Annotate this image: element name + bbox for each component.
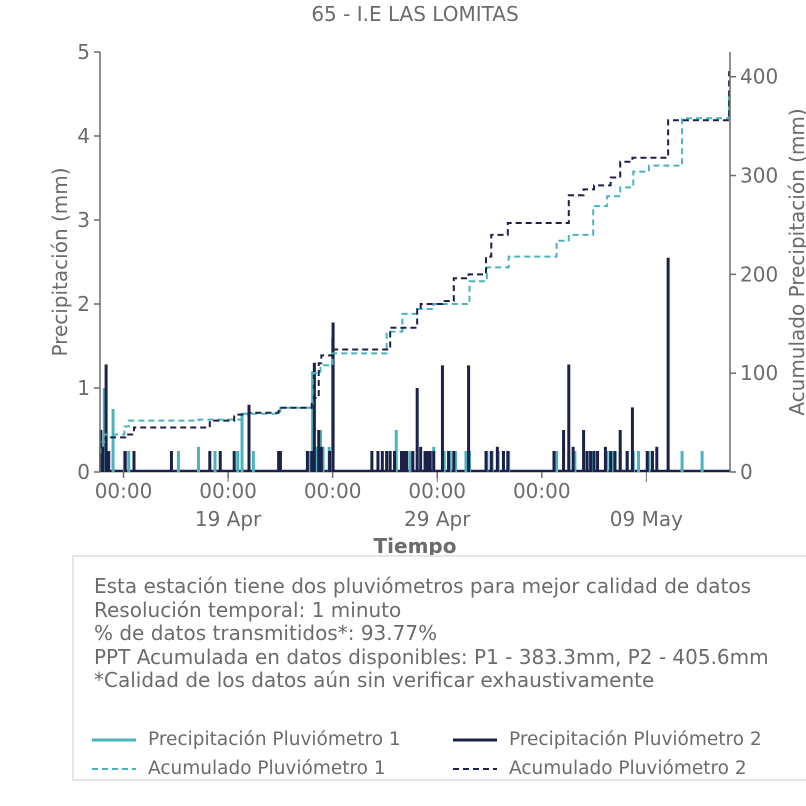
legend-swatch-acc2: [453, 767, 497, 770]
x-tick-label-2: 00:00: [304, 479, 362, 503]
y2-tick-label-4: 400: [740, 65, 778, 89]
y-tick-label-3: 3: [77, 208, 90, 232]
legend-swatch-p2: [453, 738, 497, 741]
precipitation-chart: 65 - I.E LAS LOMITAS 0 1 2 3 4 5 0 100 200 300 400…: [48, 2, 806, 558]
x-minor-tick-label-2: 09 May: [610, 507, 683, 531]
info-line-accumulated: PPT Acumulada en datos disponibles: P1 -…: [94, 644, 769, 669]
info-box: Esta estación tiene dos pluviómetros par…: [72, 555, 806, 781]
x-axis-label: Tiempo: [374, 534, 457, 558]
y2-tick-label-0: 0: [740, 460, 753, 484]
plot-area: [98, 71, 731, 473]
chart-title: 65 - I.E LAS LOMITAS: [311, 2, 518, 26]
cumulative-line-2: [99, 71, 731, 449]
y2-axis-label: Acumulado Precipitación (mm): [785, 108, 806, 415]
x-tick-label-3: 00:00: [408, 479, 466, 503]
y-tick-label-0: 0: [77, 460, 90, 484]
legend-item-p1: Precipitación Pluviómetro 1: [92, 729, 401, 750]
y-tick-label-5: 5: [77, 40, 90, 64]
y2-tick-label-3: 300: [740, 164, 778, 188]
legend-item-acc2: Acumulado Pluviómetro 2: [453, 758, 747, 779]
y-tick-label-1: 1: [77, 376, 90, 400]
y2-tick-label-2: 200: [740, 262, 778, 286]
info-line-quality-note: *Calidad de los datos aún sin verificar …: [94, 668, 655, 692]
y2-tick-label-1: 100: [740, 361, 778, 385]
y-axis-label: Precipitación (mm): [48, 167, 72, 356]
x-tick-label-0: 00:00: [95, 479, 153, 503]
info-line-stations: Esta estación tiene dos pluviómetros par…: [94, 574, 752, 598]
station-info: Esta estación tiene dos pluviómetros par…: [94, 574, 769, 693]
legend-swatch-p1: [92, 738, 136, 741]
legend-label-acc1: Acumulado Pluviómetro 1: [148, 758, 386, 779]
info-line-transmitted: % de datos transmitidos*: 93.77%: [94, 621, 438, 645]
y-tick-label-4: 4: [77, 124, 90, 148]
legend-label-acc2: Acumulado Pluviómetro 2: [509, 758, 747, 779]
legend-item-acc1: Acumulado Pluviómetro 1: [92, 758, 386, 779]
info-line-resolution: Resolución temporal: 1 minuto: [94, 597, 402, 622]
y-tick-label-2: 2: [77, 292, 90, 316]
legend-item-p2: Precipitación Pluviómetro 2: [453, 729, 762, 750]
cumulative-line-1: [99, 93, 731, 454]
legend-label-p2: Precipitación Pluviómetro 2: [509, 729, 762, 750]
legend-label-p1: Precipitación Pluviómetro 1: [148, 729, 401, 750]
axes: 0 1 2 3 4 5 0 100 200 300 400 00:00 00:00 00:00 00:00 0…: [77, 40, 778, 531]
x-minor-tick-label-1: 29 Apr: [404, 507, 471, 531]
x-tick-label-1: 00:00: [199, 479, 257, 503]
x-tick-label-4: 00:00: [513, 479, 571, 503]
legend-swatch-acc1: [92, 767, 136, 770]
x-minor-tick-label-0: 19 Apr: [195, 507, 262, 531]
